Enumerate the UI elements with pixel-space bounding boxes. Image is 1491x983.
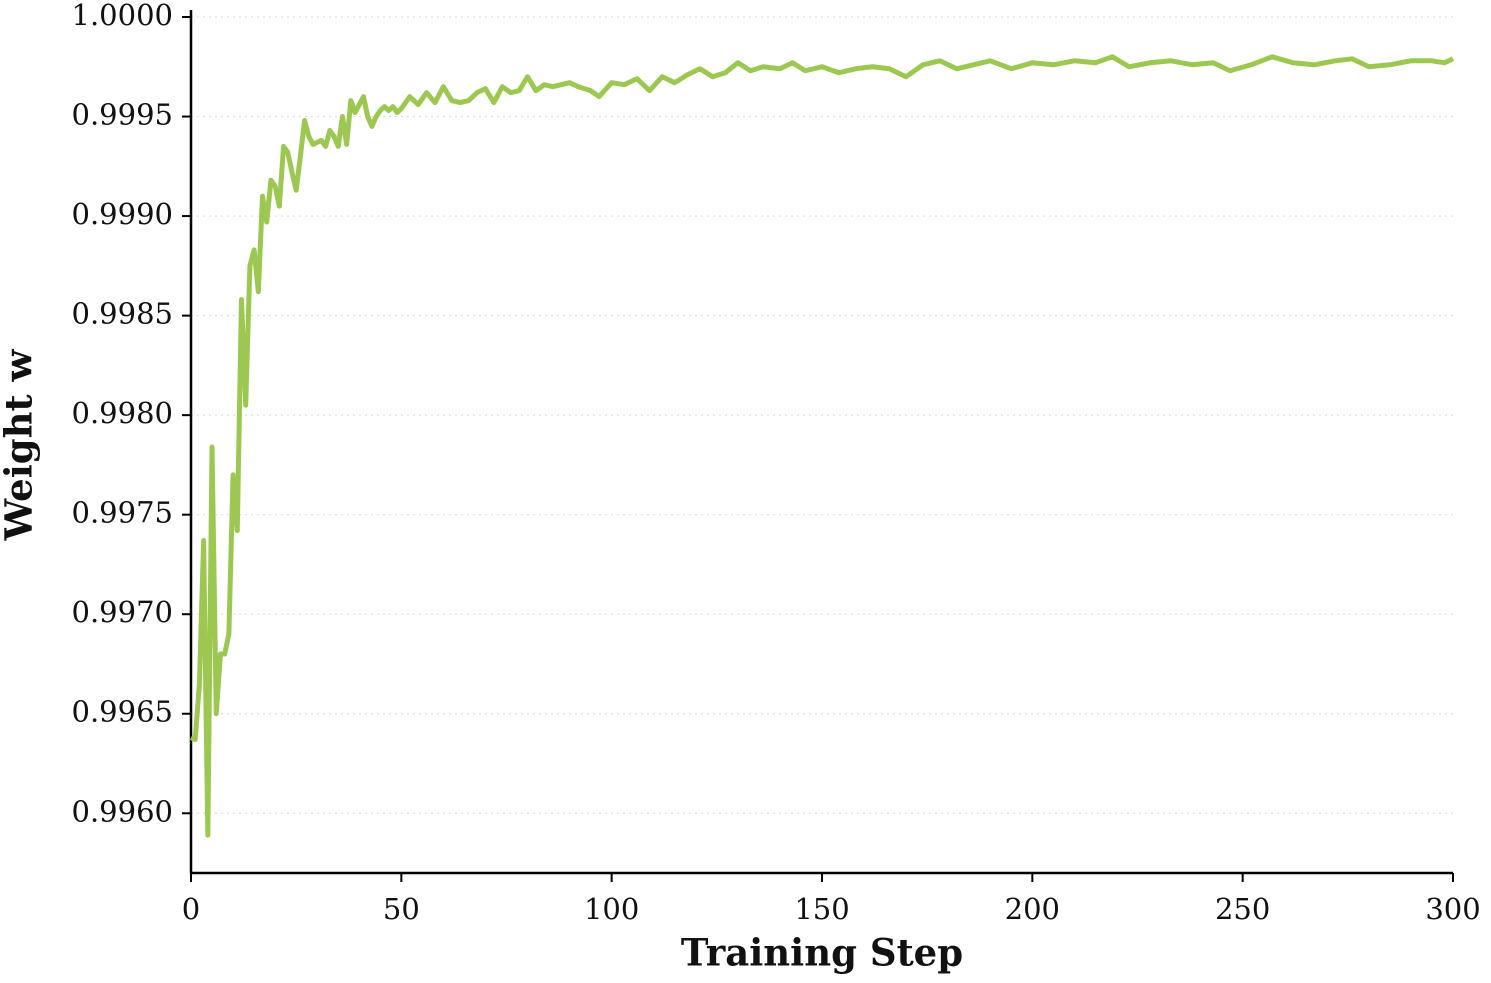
x-tick-label: 150 (794, 892, 849, 926)
y-tick-label: 0.9990 (72, 197, 173, 231)
x-tick-label: 300 (1425, 892, 1480, 926)
y-tick-label: 0.9985 (72, 297, 173, 331)
y-tick-label: 0.9995 (72, 98, 173, 132)
y-axis-label: Weight w (0, 348, 41, 541)
y-tick-label: 0.9980 (72, 396, 173, 430)
y-tick-label: 1.0000 (72, 0, 173, 32)
data-line (189, 54, 1455, 838)
x-tick-label: 0 (182, 892, 200, 926)
y-tick-label: 0.9975 (72, 496, 173, 530)
x-axis-label: Training Step (681, 931, 963, 975)
x-tick-label: 100 (584, 892, 639, 926)
x-tick-label: 50 (383, 892, 420, 926)
x-tick-label: 200 (1005, 892, 1060, 926)
y-tick-label: 0.9970 (72, 595, 173, 629)
y-tick-label: 0.9960 (72, 794, 173, 828)
y-tick-label: 0.9965 (72, 695, 173, 729)
x-tick-label: 250 (1215, 892, 1270, 926)
